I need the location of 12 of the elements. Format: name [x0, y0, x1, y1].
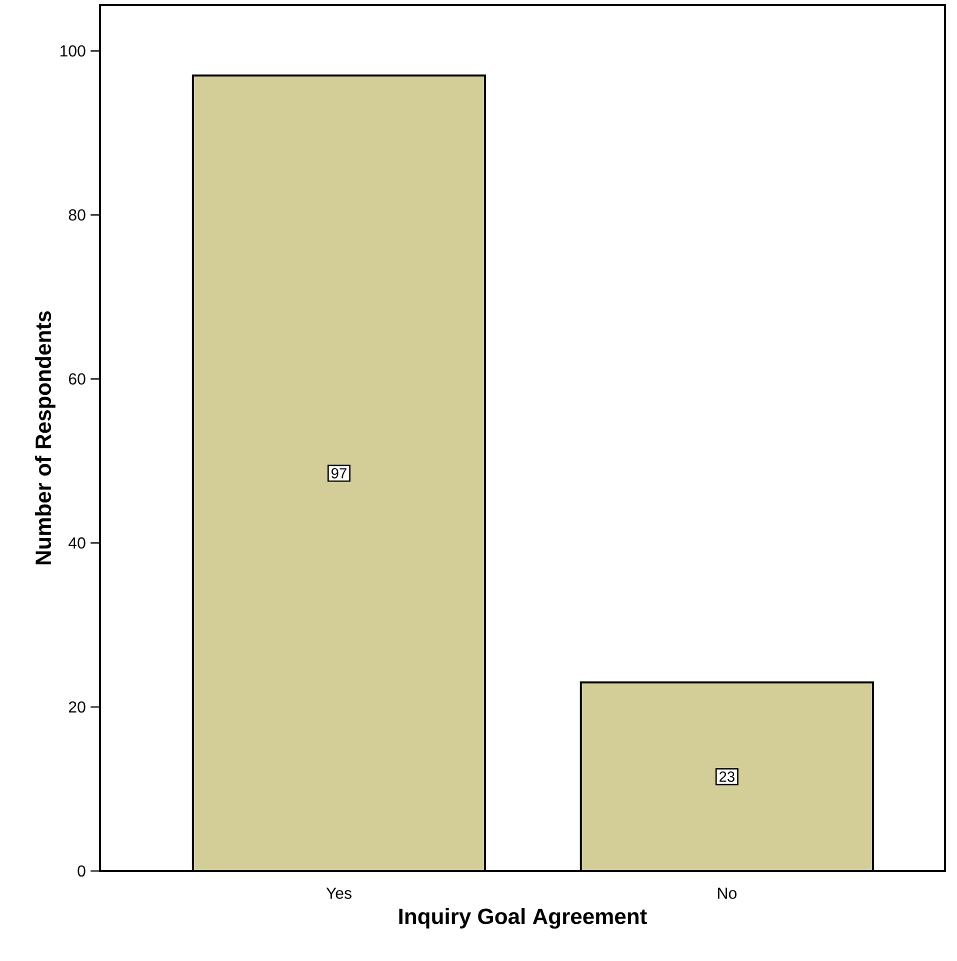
data-label: 23 [720, 772, 734, 782]
y-tick-label: 100 [60, 45, 86, 57]
x-tick-label: Yes [326, 888, 352, 899]
y-tick-label: 80 [68, 209, 86, 221]
x-tick-label: No [718, 888, 736, 899]
data-label: 97 [332, 468, 346, 478]
x-axis-title: Inquiry Goal Agreement [399, 908, 647, 929]
y-tick-label: 0 [78, 865, 86, 877]
y-tick-label: 40 [68, 537, 86, 549]
y-tick-label: 20 [68, 701, 86, 713]
y-axis-title: Number of Respondents [34, 311, 56, 564]
y-tick-label: 60 [68, 373, 86, 385]
